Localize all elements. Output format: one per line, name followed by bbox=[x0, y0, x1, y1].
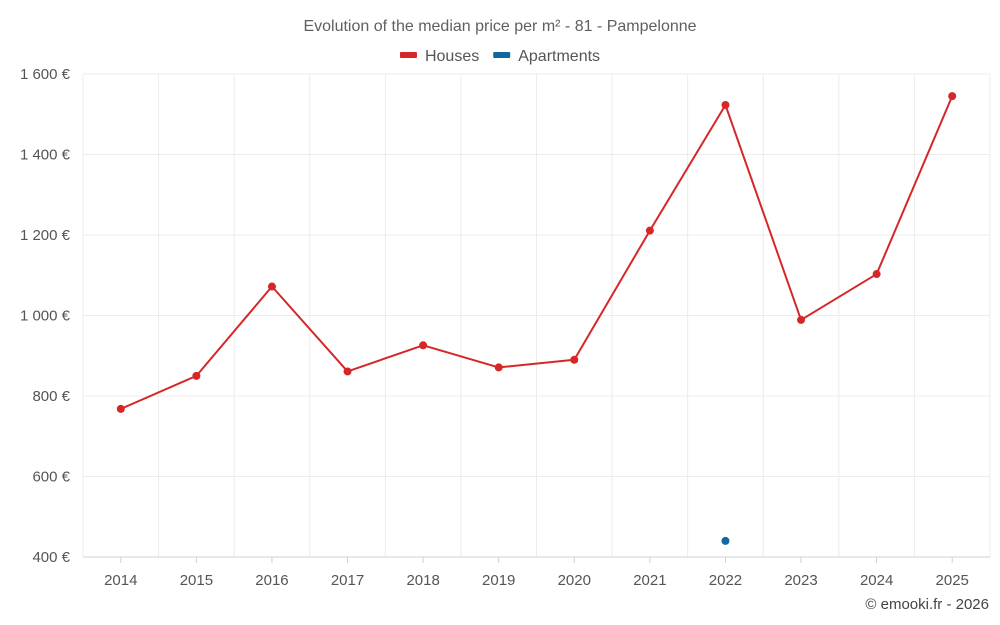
x-tick-label: 2015 bbox=[180, 572, 213, 589]
legend-label: Houses bbox=[425, 48, 479, 65]
data-point[interactable] bbox=[948, 92, 957, 101]
y-tick-label: 400 € bbox=[32, 549, 70, 566]
x-tick-label: 2022 bbox=[709, 572, 742, 589]
legend-label: Apartments bbox=[518, 48, 600, 65]
y-tick-label: 800 € bbox=[32, 388, 70, 405]
data-point[interactable] bbox=[267, 282, 276, 291]
data-point[interactable] bbox=[872, 270, 881, 279]
legend-swatch-houses[interactable] bbox=[399, 52, 417, 58]
x-tick-label: 2020 bbox=[558, 572, 591, 589]
grid bbox=[82, 73, 991, 557]
y-tick-label: 1 200 € bbox=[20, 227, 71, 244]
series-line bbox=[120, 95, 954, 410]
credit: © emooki.fr - 2026 bbox=[865, 596, 989, 613]
chart-title: Evolution of the median price per m² - 8… bbox=[303, 18, 696, 35]
data-point[interactable] bbox=[797, 315, 806, 324]
y-tick-label: 1 400 € bbox=[20, 147, 71, 164]
legend-swatch-apartments[interactable] bbox=[493, 52, 511, 58]
data-point[interactable] bbox=[570, 355, 579, 364]
data-point[interactable] bbox=[192, 371, 201, 380]
data-point[interactable] bbox=[645, 226, 654, 235]
x-tick-label: 2019 bbox=[482, 572, 515, 589]
x-tick-label: 2024 bbox=[860, 572, 893, 589]
x-tick-label: 2021 bbox=[633, 572, 666, 589]
x-tick-label: 2016 bbox=[255, 572, 288, 589]
data-point[interactable] bbox=[721, 100, 730, 109]
legend[interactable]: Houses Apartments bbox=[399, 48, 600, 65]
y-tick-label: 1 000 € bbox=[20, 308, 71, 325]
x-tick-label: 2023 bbox=[784, 572, 817, 589]
x-tick-label: 2018 bbox=[406, 572, 439, 589]
axes: 400 € 600 € 800 € 1 000 € 1 200 € 1 400 € 1 60… bbox=[20, 66, 990, 589]
series-apartments bbox=[721, 536, 730, 545]
series-houses bbox=[116, 92, 957, 413]
data-point[interactable] bbox=[419, 341, 428, 350]
x-tick-label: 2017 bbox=[331, 572, 364, 589]
series-layer bbox=[116, 92, 957, 545]
y-tick-label: 1 600 € bbox=[20, 66, 71, 83]
data-point[interactable] bbox=[721, 536, 730, 545]
x-tick-label: 2014 bbox=[104, 572, 137, 589]
data-point[interactable] bbox=[494, 363, 503, 372]
y-tick-label: 600 € bbox=[32, 469, 70, 486]
data-point[interactable] bbox=[343, 367, 352, 376]
x-tick-label: 2025 bbox=[936, 572, 969, 589]
data-point[interactable] bbox=[116, 404, 125, 413]
